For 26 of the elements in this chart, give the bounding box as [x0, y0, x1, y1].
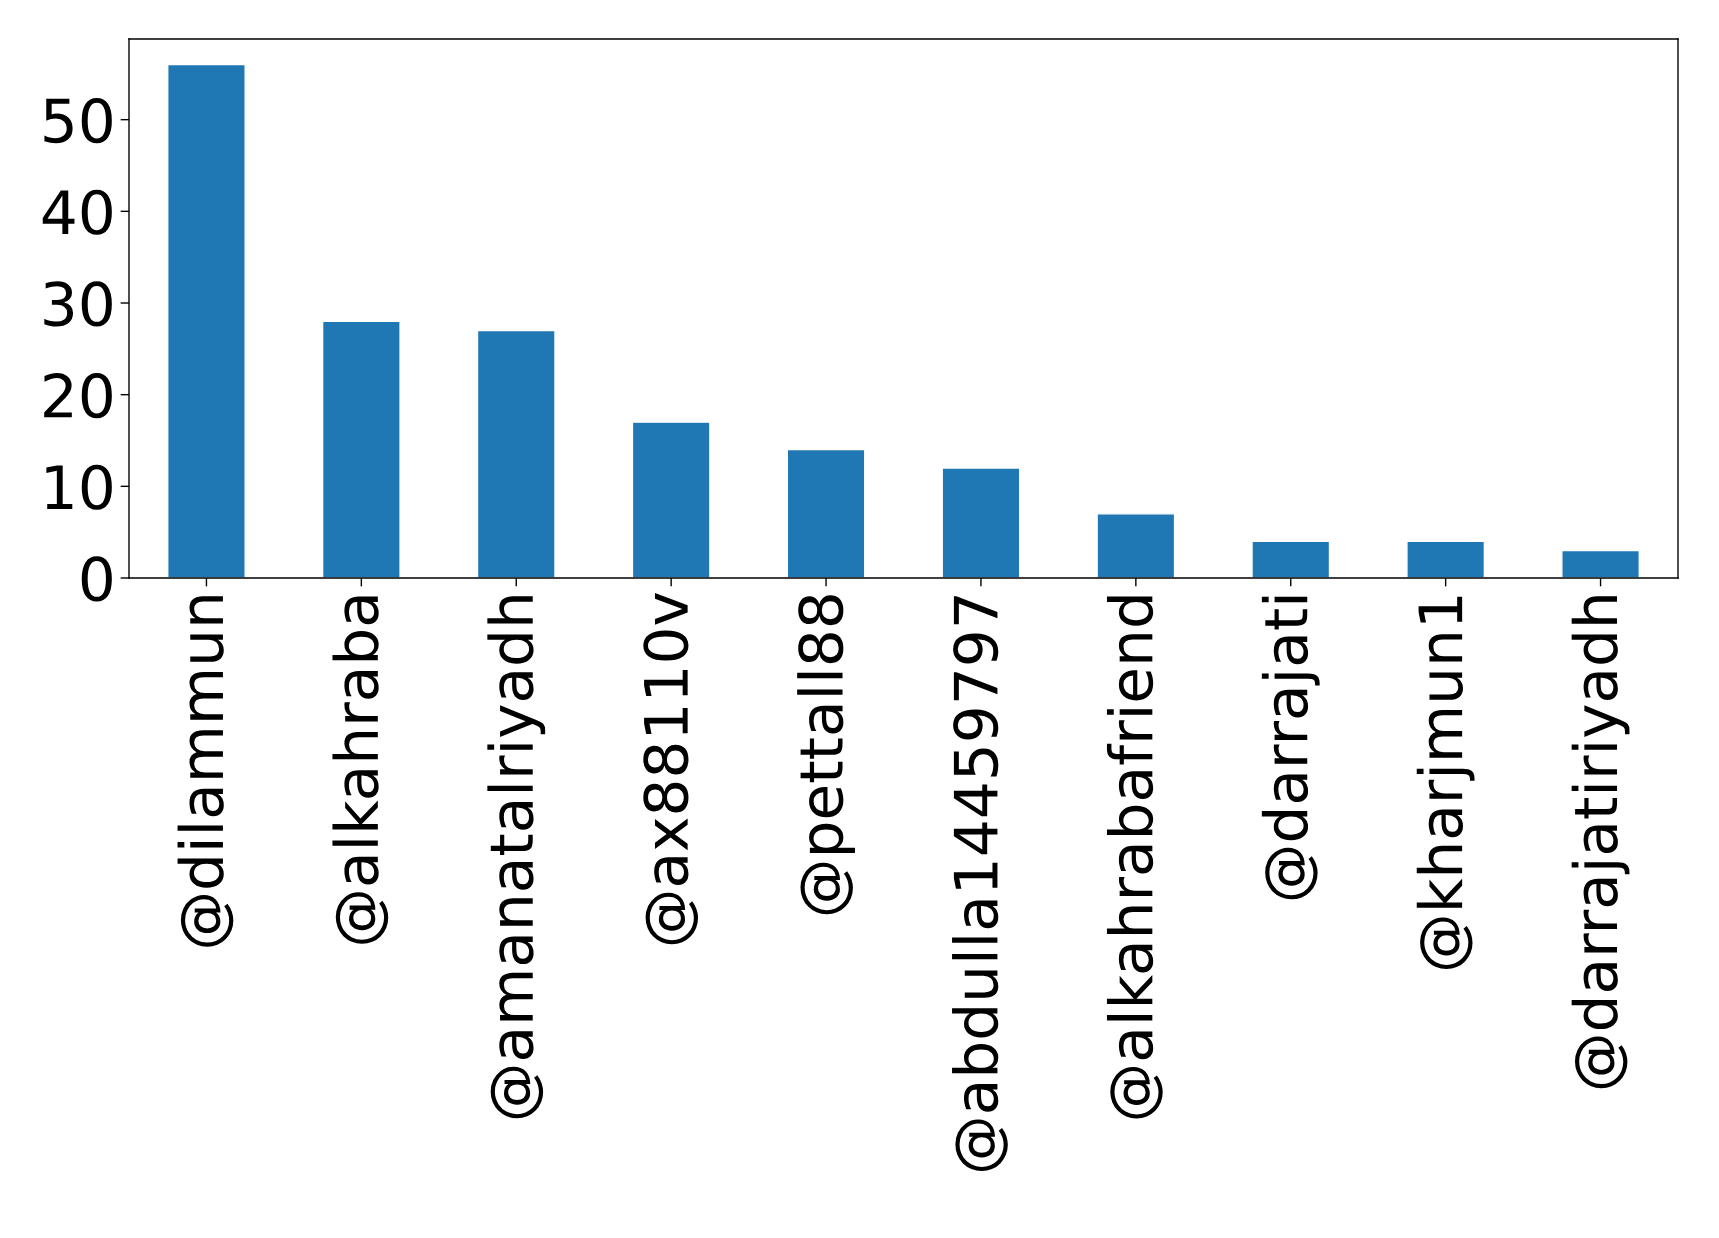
bar: [476, 329, 556, 578]
y-tick-label: 40: [42, 189, 112, 235]
bar: [631, 421, 711, 578]
x-tick-label: @kharjmun1: [1416, 596, 1475, 970]
bar: [1561, 549, 1640, 578]
y-tick-label: 10: [46, 464, 112, 510]
x-tick-label: @alkahraba: [332, 596, 389, 944]
x-tick-label: @amanatalriyadh: [487, 596, 546, 1119]
bar: [786, 448, 866, 578]
x-tick-label: @darrajati: [1261, 596, 1320, 900]
bar: [167, 63, 246, 578]
bar: [1096, 513, 1176, 578]
y-tick-label: 50: [44, 98, 112, 144]
x-tick-label: @darrajatiriyadh: [1571, 596, 1630, 1089]
y-tick-label: 30: [44, 281, 112, 327]
bar: [941, 467, 1021, 578]
bar: [321, 320, 401, 578]
y-tick-label: 0: [81, 556, 112, 602]
x-tick-label: @pettall88: [797, 595, 855, 915]
x-tick-label: @dilammun: [177, 596, 234, 947]
x-tick-label: @abdulla14459797: [952, 596, 1008, 1172]
bar: [1251, 540, 1331, 578]
bar: [1406, 540, 1486, 578]
y-tick-label: 20: [44, 373, 112, 419]
x-tick-label: @ax88110v: [643, 592, 699, 945]
x-tick-label: @alkahrabafriend: [1106, 596, 1163, 1119]
